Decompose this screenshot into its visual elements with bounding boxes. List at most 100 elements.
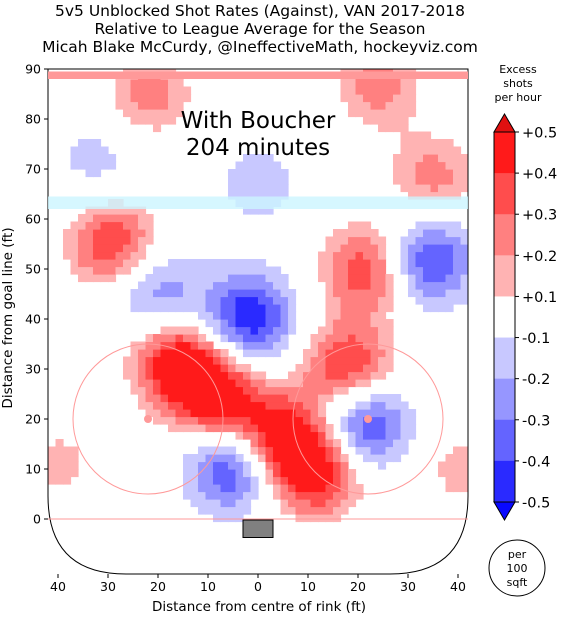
heat-cell — [235, 161, 244, 170]
heat-cell — [183, 491, 192, 500]
heat-cell — [318, 484, 327, 493]
heat-cell — [310, 401, 319, 410]
heat-cell — [288, 394, 297, 403]
heat-cell — [288, 371, 297, 380]
heat-cell — [325, 244, 334, 253]
heat-cell — [370, 319, 379, 328]
heat-cell — [370, 281, 379, 290]
heat-cell — [400, 446, 409, 455]
heat-cell — [85, 229, 94, 238]
heat-cell — [348, 439, 357, 448]
heat-cell — [340, 491, 349, 500]
heat-cell — [408, 184, 417, 193]
heat-cell — [423, 161, 432, 170]
per-area-circle — [488, 539, 546, 597]
heat-cell — [220, 289, 229, 298]
heat-cell — [430, 281, 439, 290]
heat-cell — [370, 334, 379, 343]
heat-cell — [400, 439, 409, 448]
heat-cell — [130, 206, 139, 215]
heat-cell — [348, 244, 357, 253]
heat-cell — [393, 79, 402, 88]
heat-cell — [63, 476, 72, 485]
heat-cell — [265, 349, 274, 358]
heat-cell — [168, 409, 177, 418]
heat-cell — [123, 109, 132, 118]
faceoff-circle-right — [292, 343, 444, 495]
heat-cell — [160, 394, 169, 403]
heat-cell — [318, 401, 327, 410]
heat-cell — [250, 296, 259, 305]
heat-cell — [250, 259, 259, 268]
heat-cell — [273, 161, 282, 170]
heat-cell — [190, 409, 199, 418]
heat-cell — [423, 289, 432, 298]
heat-cell — [453, 274, 462, 283]
heat-cell — [55, 476, 64, 485]
heat-cell — [363, 371, 372, 380]
heat-cell — [175, 364, 184, 373]
heat-cell — [160, 109, 169, 118]
heat-cell — [205, 319, 214, 328]
heat-cell — [288, 304, 297, 313]
heat-cell — [228, 364, 237, 373]
heat-cell — [115, 244, 124, 253]
heat-cell — [378, 101, 387, 110]
heat-cell — [378, 424, 387, 433]
heat-cell — [100, 221, 109, 230]
heat-cell — [310, 491, 319, 500]
heat-cell — [228, 409, 237, 418]
heat-cell — [235, 304, 244, 313]
heat-cell — [400, 154, 409, 163]
heat-cell — [235, 341, 244, 350]
heat-cell — [108, 214, 117, 223]
heat-cell — [100, 161, 109, 170]
heat-cell — [153, 79, 162, 88]
heat-cell — [288, 491, 297, 500]
heat-cell — [438, 461, 447, 470]
colorbar-title-line-3: per hour — [495, 91, 542, 104]
heat-cell — [145, 296, 154, 305]
heat-cell — [415, 289, 424, 298]
heat-cell — [415, 154, 424, 163]
heat-cell — [130, 379, 139, 388]
heat-cell — [280, 386, 289, 395]
heat-cell — [280, 176, 289, 185]
heat-cell — [183, 349, 192, 358]
heat-cell — [460, 176, 468, 185]
heat-cell — [348, 476, 357, 485]
heat-cell — [123, 79, 132, 88]
heat-cell — [145, 364, 154, 373]
heat-cell — [145, 221, 154, 230]
heat-cell — [265, 476, 274, 485]
heat-cell — [400, 259, 409, 268]
heat-cell — [378, 319, 387, 328]
heat-cell — [220, 446, 229, 455]
heat-cell — [318, 349, 327, 358]
heat-cell — [168, 296, 177, 305]
heat-cell — [93, 214, 102, 223]
heat-cell — [93, 259, 102, 268]
goal-net — [242, 519, 274, 538]
heat-cell — [310, 364, 319, 373]
heat-cell — [453, 446, 462, 455]
heat-cell — [198, 259, 207, 268]
heat-cell — [243, 304, 252, 313]
heat-cell — [378, 446, 387, 455]
heat-cell — [355, 289, 364, 298]
heat-cell — [363, 319, 372, 328]
heat-cell — [408, 139, 417, 148]
heat-cell — [190, 259, 199, 268]
heat-cell — [295, 484, 304, 493]
heat-cell — [243, 191, 252, 200]
heat-cell — [183, 326, 192, 335]
heat-cell — [355, 229, 364, 238]
heat-cell — [250, 379, 259, 388]
heat-cell — [93, 229, 102, 238]
heat-cell — [333, 266, 342, 275]
heat-cell — [355, 259, 364, 268]
heat-cell — [415, 236, 424, 245]
heat-cell — [310, 341, 319, 350]
heat-cell — [453, 236, 462, 245]
heat-cell — [310, 476, 319, 485]
